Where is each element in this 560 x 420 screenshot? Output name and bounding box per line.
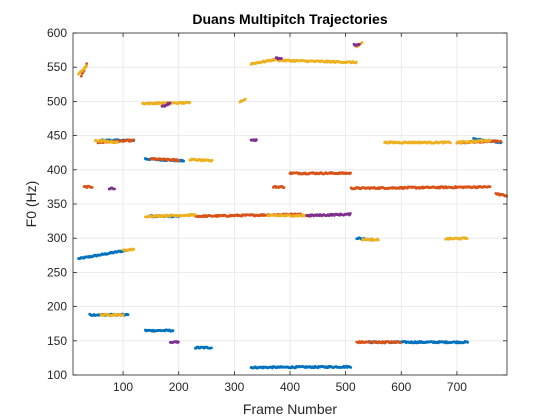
y-tick-label: 250 [47, 265, 67, 279]
data-point [85, 64, 88, 68]
data-point [280, 57, 283, 60]
data-point [171, 329, 175, 333]
data-point [168, 101, 172, 105]
y-tick-label: 600 [47, 26, 67, 40]
y-tick-label: 500 [47, 94, 67, 108]
data-point [79, 74, 83, 78]
x-tick-label: 100 [113, 380, 133, 394]
data-point [354, 60, 358, 64]
data-point [188, 100, 192, 104]
data-point [488, 139, 492, 143]
y-tick-label: 100 [47, 368, 67, 382]
data-point [113, 187, 116, 191]
y-tick-label: 550 [47, 60, 67, 74]
y-tick-label: 200 [47, 300, 67, 314]
data-point [121, 313, 125, 317]
data-point [132, 138, 136, 142]
data-point [505, 194, 508, 198]
data-point [398, 341, 402, 345]
data-point [177, 159, 180, 162]
x-tick-label: 400 [280, 380, 300, 394]
data-point [488, 185, 492, 189]
data-point [182, 159, 186, 163]
x-tick-label: 700 [447, 380, 467, 394]
data-point [132, 247, 136, 251]
y-tick-label: 350 [47, 197, 67, 211]
data-point [466, 340, 470, 344]
data-point [349, 171, 352, 175]
data-point [465, 237, 469, 240]
chart-title: Duans Multipitch Trajectories [192, 11, 387, 27]
series-4 [107, 42, 361, 345]
y-tick-label: 450 [47, 129, 67, 143]
data-point [193, 213, 197, 216]
series-3 [77, 41, 492, 317]
data-point [210, 346, 213, 350]
data-point [176, 340, 180, 344]
data-point [243, 97, 247, 101]
data-point [348, 212, 352, 215]
x-tick-label: 200 [169, 380, 189, 394]
data-point [126, 313, 130, 317]
x-tick-label: 600 [391, 380, 411, 394]
x-axis-label: Frame Number [243, 401, 337, 417]
y-tick-label: 300 [47, 231, 67, 245]
x-tick-label: 500 [336, 380, 356, 394]
data-point [254, 138, 258, 142]
x-tick-label: 300 [224, 380, 244, 394]
data-points [77, 41, 508, 370]
data-point [376, 238, 380, 242]
data-point [499, 139, 502, 143]
data-point [357, 43, 361, 46]
data-point [349, 366, 353, 369]
data-point [85, 62, 89, 66]
data-point [360, 41, 364, 44]
y-axis-label: F0 (Hz) [23, 181, 39, 228]
data-point [90, 186, 94, 189]
data-point [449, 141, 452, 145]
axis-ticks: 100 200 300 400 500 600 700 100 150 200 250 300 350 4… [47, 26, 507, 394]
y-tick-label: 150 [47, 334, 67, 348]
data-point [210, 158, 214, 162]
data-point [282, 186, 286, 189]
data-point [116, 141, 119, 144]
y-tick-label: 400 [47, 163, 67, 177]
